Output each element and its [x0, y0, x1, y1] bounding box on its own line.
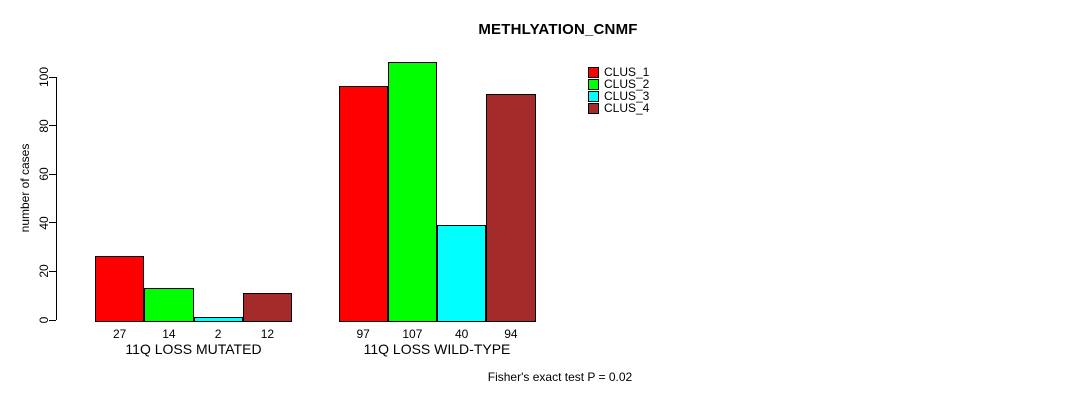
bar-value-clus_3-group1: 2 — [214, 327, 222, 341]
legend-item-clus-3: CLUS_3 — [588, 90, 649, 102]
y-axis-tick-label: 0 — [37, 316, 51, 324]
legend-swatch-clus-4 — [588, 102, 599, 114]
bar-clus_4-group2 — [486, 94, 536, 322]
y-axis-tick — [49, 173, 56, 175]
y-axis-tick — [49, 319, 56, 321]
bar-value-clus_2-group1: 14 — [162, 327, 176, 341]
y-axis-tick-label: 40 — [37, 216, 51, 230]
legend-swatch-clus-1 — [588, 66, 599, 78]
legend-label-clus-4: CLUS_4 — [604, 101, 650, 115]
bar-clus_2-group2 — [387, 62, 437, 322]
legend-label-clus-2: CLUS_2 — [604, 77, 650, 91]
bar-clus_4-group1 — [242, 293, 292, 322]
legend-item-clus-1: CLUS_1 — [588, 66, 649, 78]
y-axis-tick — [49, 76, 56, 78]
group-label-1: 11Q LOSS MUTATED — [125, 341, 262, 357]
y-axis-tick — [49, 222, 56, 224]
bar-value-clus_4-group2: 94 — [504, 327, 518, 341]
bar-value-clus_4-group1: 12 — [260, 327, 275, 341]
legend-label-clus-1: CLUS_1 — [604, 65, 650, 79]
bar-clus_3-group2 — [437, 225, 487, 322]
y-axis-tick-label: 60 — [37, 167, 51, 181]
bar-clus_2-group1 — [144, 288, 194, 322]
bar-clus_1-group1 — [95, 256, 145, 322]
y-axis-tick-label: 80 — [37, 118, 51, 133]
legend-item-clus-4: CLUS_4 — [588, 102, 649, 114]
y-axis-line — [56, 77, 57, 320]
legend-swatch-clus-2 — [588, 78, 599, 90]
y-axis-tick-label: 20 — [37, 264, 51, 279]
chart-title: METHLYATION_CNMF — [478, 21, 638, 38]
legend-label-clus-3: CLUS_3 — [604, 89, 650, 103]
bar-clus_1-group2 — [338, 86, 388, 322]
bar-value-clus_1-group2: 97 — [356, 327, 370, 341]
bar-value-clus_2-group2: 107 — [402, 327, 423, 341]
bar-clus_3-group1 — [193, 317, 243, 322]
y-axis-tick — [49, 125, 56, 127]
y-axis-tick — [49, 270, 56, 272]
bar-value-clus_3-group2: 40 — [454, 327, 469, 341]
bar-value-clus_1-group1: 27 — [112, 327, 127, 341]
legend-item-clus-2: CLUS_2 — [588, 78, 649, 90]
fisher-test-annotation: Fisher's exact test P = 0.02 — [487, 370, 633, 384]
legend: CLUS_1 CLUS_2 CLUS_3 CLUS_4 — [588, 66, 649, 114]
group-label-2: 11Q LOSS WILD-TYPE — [363, 341, 511, 357]
y-axis-tick-label: 100 — [37, 66, 51, 88]
legend-swatch-clus-3 — [588, 90, 599, 102]
